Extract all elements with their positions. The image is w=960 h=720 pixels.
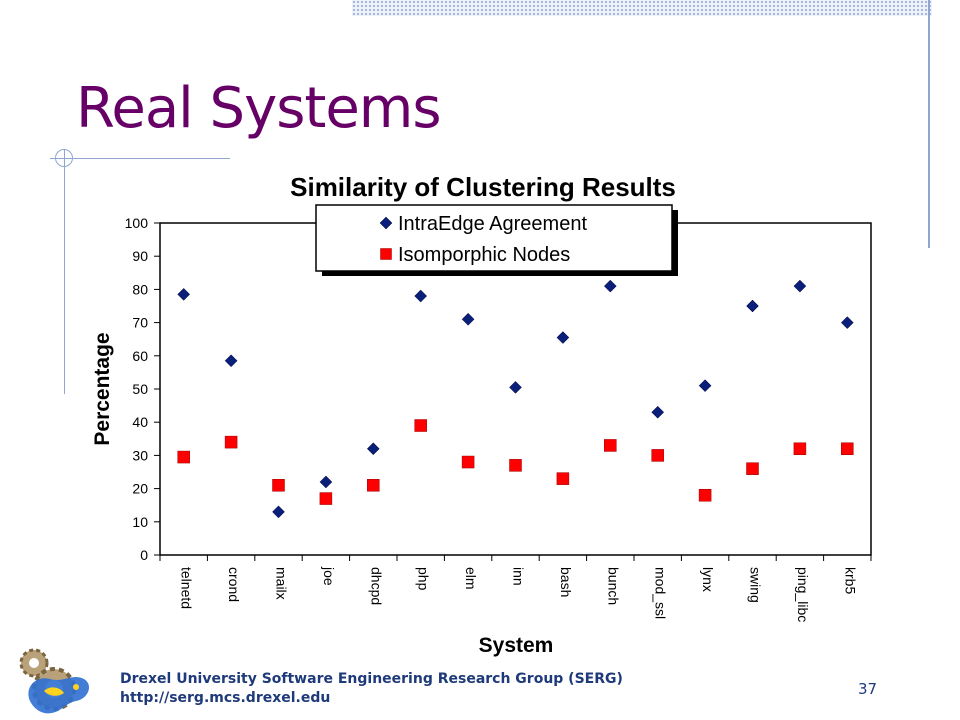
- point-intraedge-agreement: [698, 379, 712, 393]
- x-tick-label: lynx: [700, 567, 716, 592]
- point-isomporphic-nodes: [746, 462, 759, 475]
- legend-box: [315, 204, 673, 272]
- point-intraedge-agreement: [272, 505, 285, 519]
- point-intraedge-agreement: [414, 289, 428, 303]
- point-intraedge-agreement: [793, 279, 807, 293]
- y-tick-label: 80: [132, 281, 148, 297]
- point-isomporphic-nodes: [793, 442, 807, 456]
- x-tick-label: telnetd: [179, 567, 195, 609]
- y-tick-label: 60: [132, 348, 148, 364]
- point-isomporphic-nodes: [841, 442, 854, 456]
- x-axis: telnetd crond mailx joe dhcpd php elm inn bash bu…: [159, 555, 872, 622]
- point-isomporphic-nodes: [272, 479, 285, 492]
- point-intraedge-agreement: [366, 442, 380, 456]
- legend-label-isomporphic: Isomporphic Nodes: [398, 244, 570, 266]
- point-isomporphic-nodes: [224, 435, 238, 449]
- x-tick-label: inn: [511, 567, 527, 586]
- footer-organization: Drexel University Software Engineering R…: [120, 671, 623, 687]
- x-tick-label: php: [416, 567, 432, 591]
- y-tick-label: 40: [132, 414, 148, 430]
- point-isomporphic-nodes: [177, 450, 190, 464]
- point-intraedge-agreement: [651, 405, 665, 419]
- y-tick-label: 90: [132, 248, 148, 264]
- y-tick-label: 0: [140, 547, 148, 563]
- point-intraedge-agreement: [319, 475, 333, 489]
- point-intraedge-agreement: [509, 380, 522, 394]
- page-number: 37: [858, 680, 878, 698]
- y-tick-label: 50: [132, 381, 148, 397]
- x-axis-title: System: [479, 634, 554, 657]
- point-isomporphic-nodes: [556, 472, 570, 485]
- y-axis-title: Percentage: [91, 332, 114, 445]
- x-tick-label: crond: [226, 567, 242, 602]
- left-decorative-line: [64, 150, 65, 394]
- serg-logo: [19, 648, 90, 714]
- y-tick-label: 30: [132, 447, 148, 463]
- point-isomporphic-nodes: [698, 488, 712, 502]
- y-tick-label: 100: [125, 215, 149, 231]
- x-tick-label: krb5: [842, 567, 858, 594]
- x-tick-label: swing: [748, 567, 764, 603]
- footer-url[interactable]: http://serg.mcs.drexel.edu: [120, 690, 331, 706]
- chart-title: Similarity of Clustering Results: [290, 172, 676, 202]
- title-underline: [50, 158, 230, 159]
- legend-marker-square: [380, 248, 392, 260]
- footer: Drexel University Software Engineering R…: [120, 670, 623, 708]
- point-isomporphic-nodes: [367, 479, 380, 492]
- point-intraedge-agreement: [224, 354, 238, 368]
- point-isomporphic-nodes: [604, 439, 617, 452]
- right-decorative-line: [928, 0, 930, 248]
- legend-markers: [379, 216, 393, 260]
- title-ring-ornament: [55, 149, 73, 167]
- legend-marker-diamond: [379, 216, 393, 230]
- point-intraedge-agreement: [461, 312, 475, 326]
- point-isomporphic-nodes: [509, 459, 522, 472]
- point-intraedge-agreement: [840, 316, 854, 329]
- y-tick-label: 10: [132, 514, 148, 530]
- x-tick-label: bunch: [605, 567, 621, 605]
- series-layer: [177, 279, 854, 519]
- point-isomporphic-nodes: [461, 455, 475, 469]
- y-axis: 0 10 20 30 40 50 60 70 80 90 100: [125, 215, 160, 563]
- y-tick-label: 70: [132, 315, 148, 331]
- x-tick-label: joe: [321, 566, 337, 586]
- x-tick-label: elm: [463, 567, 479, 590]
- legend-label-intraedge: IntraEdge Agreement: [398, 213, 587, 235]
- slide-title: Real Systems: [76, 76, 442, 141]
- x-tick-label: mailx: [274, 567, 290, 600]
- legend: IntraEdge Agreement Isomporphic Nodes: [315, 204, 678, 276]
- x-tick-label: dhcpd: [368, 567, 384, 605]
- top-decorative-band: [352, 0, 932, 16]
- point-isomporphic-nodes: [319, 492, 333, 505]
- point-isomporphic-nodes: [651, 449, 664, 462]
- point-intraedge-agreement: [556, 331, 570, 344]
- x-tick-label: ping_libc: [795, 567, 811, 622]
- point-intraedge-agreement: [603, 279, 617, 293]
- point-isomporphic-nodes: [414, 419, 427, 432]
- point-intraedge-agreement: [746, 299, 759, 313]
- x-tick-label: bash: [558, 567, 574, 597]
- y-tick-label: 20: [132, 481, 148, 497]
- x-tick-label: mod_ssl: [653, 567, 669, 619]
- point-intraedge-agreement: [177, 288, 191, 301]
